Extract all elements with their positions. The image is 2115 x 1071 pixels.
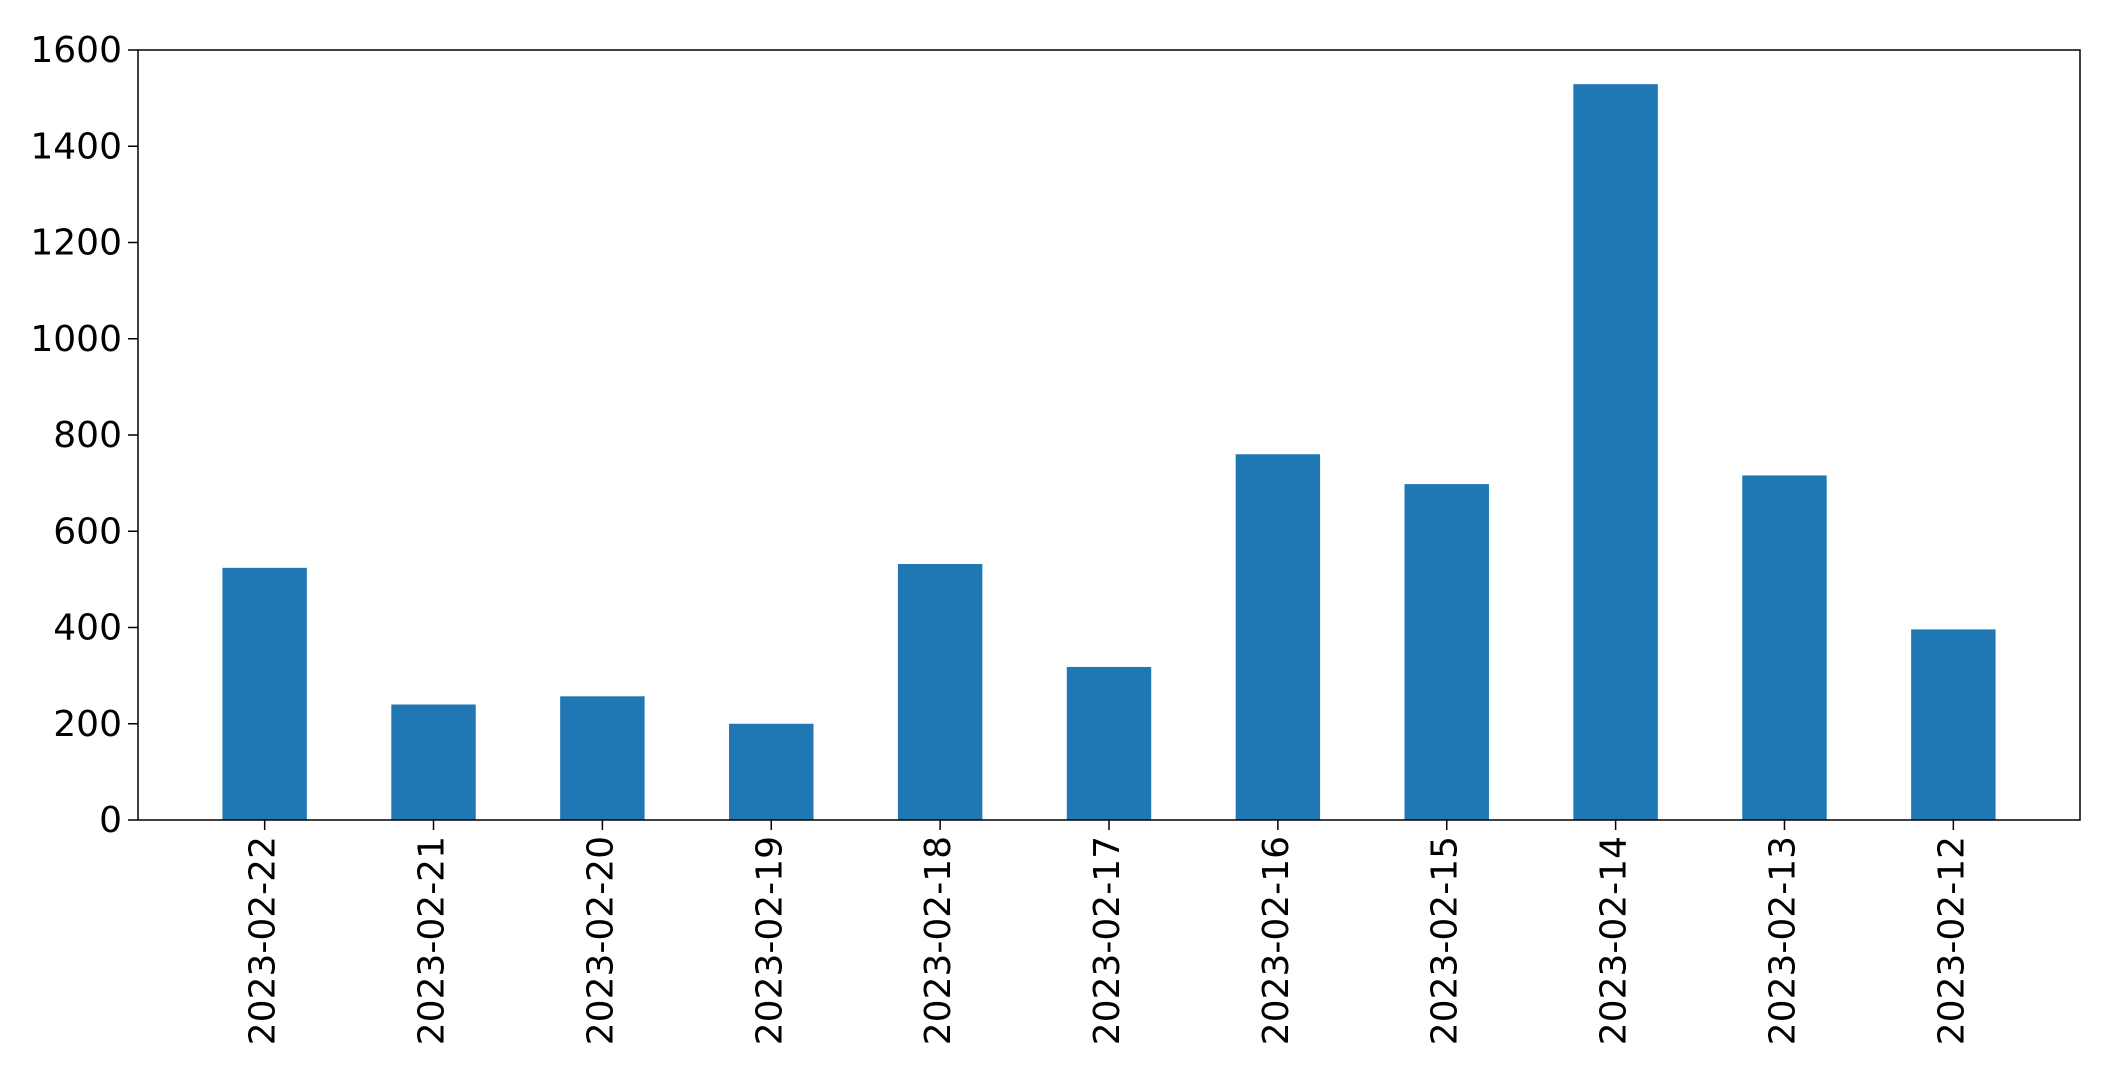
x-tick-label: 2023-02-15 <box>1425 836 1466 1045</box>
x-axis: 2023-02-22 2023-02-21 2023-02-20 2023-02-19… <box>243 820 1972 1045</box>
y-tick-label: 800 <box>53 415 122 456</box>
y-tick-label: 400 <box>53 608 122 649</box>
x-tick-label: 2023-02-17 <box>1087 836 1128 1045</box>
y-tick-label: 1600 <box>30 30 122 71</box>
bar <box>391 704 476 820</box>
y-tick-label: 1000 <box>30 319 122 360</box>
bar <box>1235 454 1321 820</box>
x-tick-label: 2023-02-18 <box>918 836 959 1045</box>
x-tick-label: 2023-02-21 <box>412 836 453 1045</box>
bar <box>897 563 983 820</box>
x-tick-label: 2023-02-16 <box>1256 836 1297 1045</box>
x-tick-label: 2023-02-14 <box>1594 836 1635 1045</box>
bar <box>1911 629 1996 820</box>
bar <box>560 696 645 820</box>
y-tick-label: 1200 <box>30 223 122 264</box>
y-axis: 0 200 400 600 800 1000 1200 1400 1600 <box>30 30 138 841</box>
bar <box>1742 475 1827 820</box>
x-tick-label: 2023-02-12 <box>1931 836 1972 1045</box>
y-tick-label: 1400 <box>30 126 122 167</box>
bars-group <box>222 84 1996 821</box>
x-tick-label: 2023-02-19 <box>749 836 790 1045</box>
bar <box>1404 484 1489 820</box>
plot-frame <box>137 49 2081 821</box>
x-tick-label: 2023-02-13 <box>1762 836 1803 1045</box>
bar <box>1573 84 1658 821</box>
x-tick-label: 2023-02-20 <box>580 836 621 1045</box>
x-tick-label: 2023-02-22 <box>243 836 284 1045</box>
y-tick-label: 0 <box>99 800 122 841</box>
bar <box>729 723 814 820</box>
y-tick-label: 200 <box>53 704 122 745</box>
bar <box>1066 666 1152 820</box>
bar <box>222 567 307 820</box>
y-tick-label: 600 <box>53 511 122 552</box>
